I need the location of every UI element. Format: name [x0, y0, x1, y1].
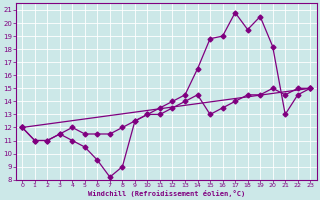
X-axis label: Windchill (Refroidissement éolien,°C): Windchill (Refroidissement éolien,°C) [88, 190, 245, 197]
